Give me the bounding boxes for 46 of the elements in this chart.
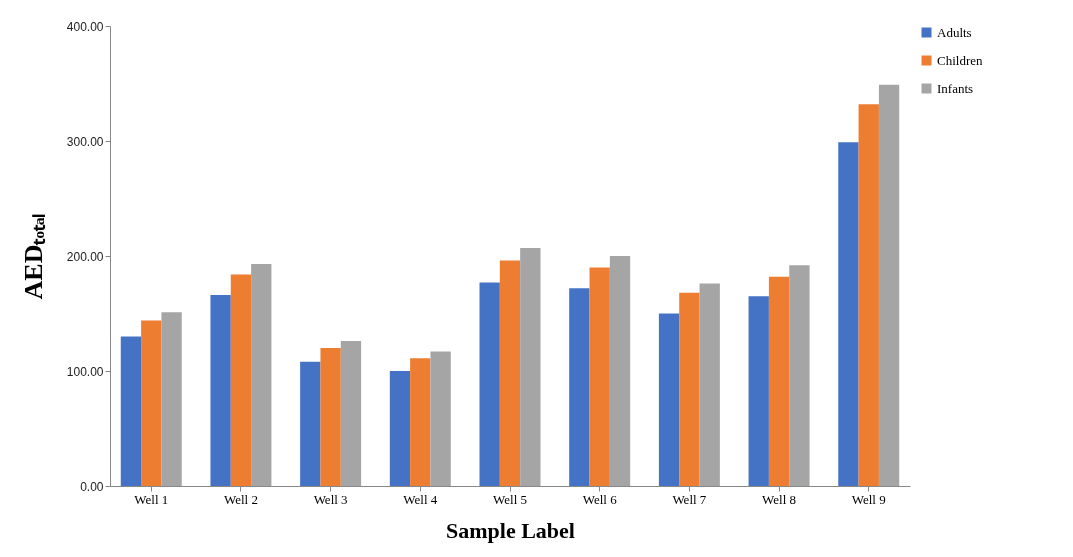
bar [499, 260, 521, 486]
bar [389, 371, 411, 486]
x-tick-label: Well 3 [313, 491, 348, 507]
x-tick-label: Well 6 [582, 491, 618, 507]
y-axis-title: AEDₜₒₜₐₗ [18, 213, 48, 300]
x-tick-label: Well 4 [403, 491, 438, 507]
y-tick-label: 0.00 [80, 479, 104, 494]
x-tick-label: Well 1 [134, 491, 169, 507]
x-axis-title: Sample Label [446, 517, 575, 543]
legend-label: Adults [937, 24, 972, 40]
legend-label: Infants [937, 80, 974, 96]
bar [878, 84, 900, 486]
bar [320, 348, 341, 486]
bar [748, 296, 769, 486]
bar [658, 313, 680, 486]
bar [141, 320, 162, 486]
bar [679, 292, 700, 486]
y-tick-label: 400.00 [66, 19, 104, 34]
bar [589, 267, 610, 486]
x-tick-label: Well 8 [762, 491, 797, 507]
bar [210, 295, 231, 486]
bar [410, 358, 431, 486]
x-tick-label: Well 9 [851, 491, 886, 507]
y-tick-label: 300.00 [66, 134, 104, 149]
bar [120, 336, 142, 486]
y-tick-label: 100.00 [66, 364, 104, 379]
bar [230, 274, 252, 486]
bar [300, 361, 321, 486]
bar [340, 341, 362, 486]
bar [520, 247, 541, 486]
bar [430, 351, 451, 486]
bar [569, 288, 590, 486]
legend-label: Children [937, 52, 983, 68]
x-tick-label: Well 2 [223, 491, 258, 507]
x-tick-label: Well 5 [493, 491, 527, 507]
bar [699, 283, 720, 486]
x-tick-label: Well 7 [672, 491, 707, 507]
y-tick-label: 200.00 [66, 249, 104, 264]
bar [838, 142, 859, 486]
bar [479, 282, 500, 486]
bar [789, 265, 810, 486]
bar [858, 104, 879, 486]
bar [768, 276, 790, 486]
bar [251, 264, 272, 486]
bar [609, 256, 631, 486]
bar [161, 312, 182, 486]
